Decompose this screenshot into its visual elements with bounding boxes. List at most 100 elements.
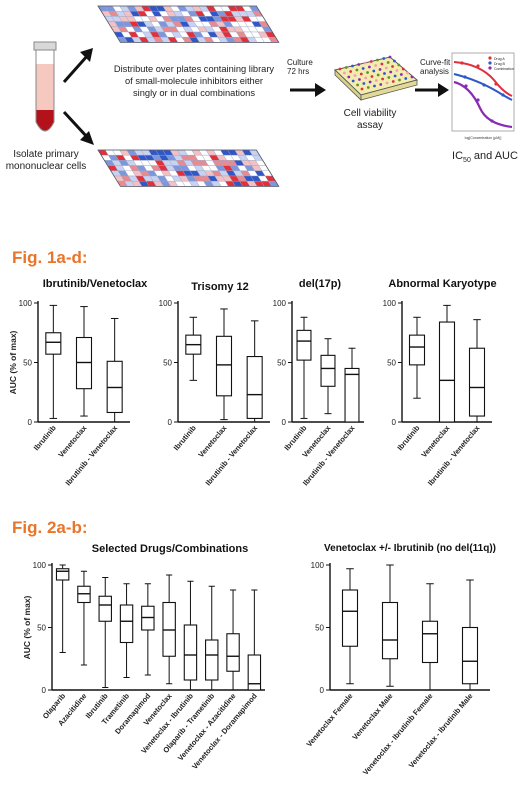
assay-well — [385, 81, 389, 85]
mini-xlabel: log[Concentration (µM)] — [465, 136, 502, 140]
assay-well — [384, 66, 388, 70]
assay-well — [395, 69, 399, 72]
y-tick-label: 0 — [320, 686, 325, 695]
assay-well — [364, 76, 368, 80]
isolate-label: Isolate primary mononuclear cells — [5, 149, 87, 172]
y-tick-label: 0 — [28, 418, 33, 427]
x-tick-label: Venetoclax — [419, 423, 452, 459]
assay-well — [410, 75, 414, 79]
assay-well — [374, 64, 378, 67]
plate-outline — [97, 5, 280, 43]
box — [341, 589, 359, 647]
box — [183, 624, 198, 681]
assay-well — [382, 57, 386, 60]
box — [215, 335, 233, 397]
y-tick-label: 0 — [282, 418, 287, 427]
arrow-right-icon — [415, 83, 449, 97]
box — [438, 321, 456, 423]
assay-well — [372, 69, 376, 73]
y-tick-label: 100 — [19, 299, 33, 308]
y-tick-label: 50 — [315, 624, 324, 633]
assay-well — [366, 71, 369, 74]
box — [55, 568, 70, 581]
assay-well — [380, 62, 384, 66]
assay-well — [338, 67, 342, 71]
x-tick-label: Ibrutinib - Venetoclax — [426, 423, 482, 488]
plate-outline — [97, 149, 280, 187]
assay-well — [383, 72, 386, 75]
box — [381, 601, 399, 660]
legend-dot-red — [488, 56, 492, 60]
assay-well — [370, 75, 374, 78]
y-tick-label: 100 — [159, 299, 173, 308]
assay-well — [378, 68, 382, 71]
box — [247, 654, 262, 691]
legend-dot-blue — [488, 61, 492, 65]
assay-well — [393, 59, 396, 63]
assay-well — [391, 80, 395, 83]
fig1-label: Fig. 1a-d: — [12, 248, 88, 267]
x-tick-label: Venetoclax — [196, 423, 229, 459]
y-tick-label: 0 — [42, 686, 47, 695]
box — [205, 639, 219, 681]
assay-well — [391, 65, 394, 68]
box — [98, 595, 112, 622]
y-tick-label: 50 — [277, 359, 286, 368]
y-tick-label: 100 — [383, 299, 397, 308]
assay-well — [369, 60, 373, 63]
assay-well — [387, 76, 391, 79]
mini-legend-a: Drug A — [494, 57, 505, 61]
assay-well — [355, 68, 359, 72]
assay-well — [406, 71, 409, 75]
assay-well — [381, 77, 384, 81]
legend-dot-purple — [488, 66, 492, 70]
assay-well — [366, 86, 370, 89]
x-tick-label: Ibrutinib — [32, 423, 58, 452]
box — [246, 355, 263, 419]
assay-well — [357, 63, 361, 66]
y-axis-label: AUC (% of max) — [22, 595, 32, 659]
panel-title: Abnormal Karyotype — [388, 278, 497, 290]
panel-title: del(17p) — [298, 278, 342, 290]
assay-well — [358, 78, 361, 81]
assay-well — [344, 66, 348, 69]
assay-well — [368, 80, 372, 84]
y-tick-label: 100 — [273, 299, 287, 308]
assay-well — [351, 64, 354, 68]
x-tick-label: Venetoclax — [56, 423, 89, 459]
box — [468, 347, 486, 417]
assay-well — [363, 61, 367, 65]
y-axis-label: AUC (% of max) — [8, 330, 18, 394]
assay-well — [349, 70, 353, 73]
box-plot-panel: 0 50 100 AUC (% of max) IbrutinibVenetoclaxI… — [8, 299, 130, 487]
x-tick-label: Venetoclax Female — [304, 692, 354, 749]
assay-well — [389, 70, 393, 74]
result-label: IC50 and AUC — [452, 150, 518, 165]
x-tick-label: Venetoclax - Ibrutinib Female — [361, 692, 435, 777]
assay-well — [386, 61, 390, 64]
box — [226, 633, 240, 672]
arrow-up-right-icon — [62, 48, 93, 83]
box — [408, 334, 426, 366]
y-tick-label: 0 — [168, 418, 173, 427]
y-tick-label: 50 — [163, 359, 172, 368]
drug-plate-bottom — [97, 149, 280, 187]
x-tick-label: Ibrutinib — [172, 423, 198, 452]
distribute-label: Distribute over plates containing librar… — [113, 64, 275, 99]
assay-well — [351, 79, 355, 83]
assay-well — [388, 55, 392, 59]
x-tick-label: Venetoclax Male — [350, 692, 394, 742]
assay-well — [359, 72, 363, 76]
y-tick-label: 50 — [37, 624, 46, 633]
culture-label: Culture 72 hrs — [287, 58, 313, 77]
test-tube-icon — [33, 41, 57, 132]
assay-well — [379, 83, 383, 86]
box — [320, 354, 336, 387]
assay-well — [353, 74, 357, 77]
assay-well — [393, 74, 397, 78]
x-tick-label: Ibrutinib - Venetoclax — [64, 423, 120, 488]
mini-legend-c: Combination — [494, 67, 514, 71]
